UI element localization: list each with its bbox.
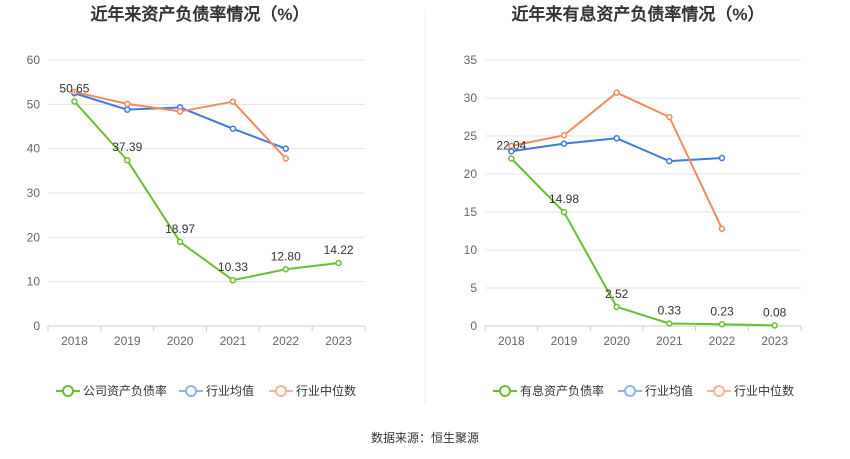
x-tick-label: 2023 [325, 334, 352, 348]
y-tick-label: 35 [464, 53, 478, 67]
data-label: 0.23 [710, 304, 734, 318]
data-point[interactable] [71, 98, 78, 105]
data-point[interactable] [560, 140, 568, 147]
y-tick-label: 15 [464, 205, 478, 219]
data-label: 0.33 [658, 303, 682, 317]
data-point[interactable] [666, 320, 673, 327]
legend-marker [713, 385, 725, 397]
data-point[interactable] [229, 98, 237, 105]
data-point[interactable] [124, 156, 131, 164]
y-tick-label: 30 [27, 186, 41, 200]
data-label: 37.39 [112, 140, 142, 154]
data-point[interactable] [282, 155, 289, 162]
data-point[interactable] [560, 131, 568, 139]
data-point[interactable] [560, 208, 568, 216]
data-point[interactable] [282, 266, 289, 273]
data-point[interactable] [124, 100, 131, 108]
data-point[interactable] [282, 145, 289, 152]
legend-marker [624, 385, 636, 397]
legend-label: 行业均值 [206, 383, 254, 398]
data-point[interactable] [718, 225, 726, 232]
data-point[interactable] [508, 155, 515, 162]
data-point[interactable] [613, 135, 620, 142]
data-point[interactable] [666, 113, 673, 121]
legend-marker [275, 385, 287, 397]
y-tick-label: 50 [27, 97, 41, 111]
y-tick-label: 25 [464, 129, 478, 143]
x-tick-label: 2022 [709, 334, 736, 348]
legend-label: 有息资产负债率 [520, 383, 604, 398]
y-tick-label: 10 [464, 243, 478, 257]
data-point[interactable] [176, 238, 184, 246]
interest-debt-ratio-chart: 近年来有息资产负债率情况（%） 0 5 10 15 20 25 30 35 2018 2019 202… [464, 4, 802, 398]
y-tick-label: 30 [464, 91, 478, 105]
series-line [511, 137, 723, 163]
legend-label: 公司资产负债率 [83, 383, 167, 398]
x-tick-label: 2023 [761, 334, 788, 348]
data-point[interactable] [335, 259, 342, 267]
x-tick-label: 2019 [551, 334, 578, 348]
legend-label: 行业均值 [645, 383, 693, 398]
legend-marker [499, 385, 511, 397]
legend-item[interactable]: 公司资产负债率 [56, 383, 167, 398]
x-tick-label: 2019 [114, 334, 141, 348]
y-tick-label: 20 [464, 167, 478, 181]
x-tick-label: 2018 [61, 334, 88, 348]
data-label: 0.08 [763, 305, 787, 319]
series-line [510, 157, 775, 327]
legend-item[interactable]: 行业均值 [618, 383, 693, 398]
legend-item[interactable]: 行业中位数 [269, 383, 356, 398]
data-point[interactable] [229, 125, 237, 132]
x-tick-label: 2021 [220, 334, 247, 348]
data-point[interactable] [613, 89, 620, 96]
y-tick-label: 0 [33, 319, 40, 333]
legend-item[interactable]: 行业中位数 [707, 383, 794, 398]
data-point[interactable] [771, 322, 778, 329]
legend-label: 行业中位数 [296, 383, 356, 398]
y-tick-label: 60 [27, 53, 41, 67]
data-label: 14.22 [324, 243, 354, 257]
data-label: 18.97 [165, 222, 195, 236]
debt-ratio-chart: 近年来资产负债率情况（%） 0 10 20 30 40 50 60 2018 2019 2020 20… [27, 4, 366, 398]
series-line [74, 92, 287, 150]
data-point[interactable] [71, 88, 78, 96]
data-label: 22.04 [496, 138, 526, 152]
legend-item[interactable]: 有息资产负债率 [493, 383, 604, 398]
legend-item[interactable]: 行业均值 [179, 383, 254, 398]
data-label: 12.80 [271, 249, 301, 263]
y-tick-label: 20 [27, 230, 41, 244]
x-tick-label: 2020 [603, 334, 630, 348]
x-tick-label: 2021 [656, 334, 683, 348]
legend-marker [185, 385, 197, 397]
data-label: 2.52 [605, 287, 629, 301]
data-label: 10.33 [218, 260, 248, 274]
data-label: 14.98 [549, 192, 579, 206]
data-point[interactable] [508, 142, 515, 150]
y-tick-label: 10 [27, 275, 41, 289]
data-point[interactable] [666, 157, 673, 165]
y-tick-label: 5 [470, 281, 477, 295]
data-point[interactable] [718, 321, 726, 328]
data-label: 50.65 [59, 81, 89, 95]
data-point[interactable] [718, 154, 726, 162]
series-line [511, 91, 723, 230]
y-tick-label: 0 [470, 319, 477, 333]
legend-marker [62, 385, 74, 397]
data-point[interactable] [176, 108, 184, 115]
data-point[interactable] [229, 276, 237, 284]
y-tick-label: 40 [27, 142, 41, 156]
chart-title: 近年来资产负债率情况（%） [90, 4, 309, 24]
data-point[interactable] [613, 303, 620, 311]
x-tick-label: 2018 [498, 334, 525, 348]
x-tick-label: 2020 [167, 334, 194, 348]
x-tick-label: 2022 [272, 334, 299, 348]
legend-label: 行业中位数 [734, 383, 794, 398]
data-point[interactable] [124, 106, 131, 113]
data-source-label: 数据来源：恒生聚源 [371, 430, 479, 445]
series-line [73, 100, 339, 282]
chart-title: 近年来有息资产负债率情况（%） [511, 4, 764, 24]
